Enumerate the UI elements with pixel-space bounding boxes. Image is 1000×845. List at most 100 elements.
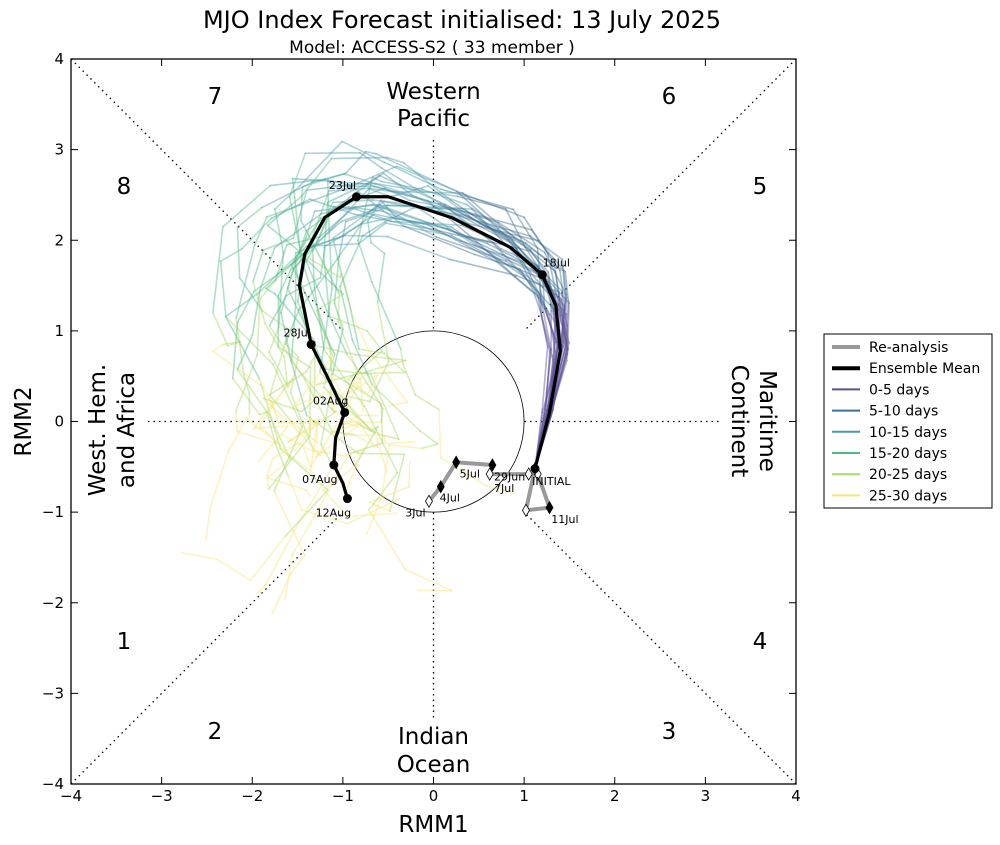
ensemble-member-segment (530, 229, 561, 272)
ensemble-mean-date-marker (329, 460, 339, 470)
ensemble-member-segment (322, 246, 326, 257)
ensemble-member-segment (437, 203, 511, 244)
ensemble-mean-date-marker (306, 339, 316, 349)
ensemble-member-segment (266, 476, 307, 491)
ensemble-member-segment (383, 161, 442, 191)
ensemble-member-segment (235, 243, 256, 320)
ensemble-member-segment (265, 246, 311, 290)
ensemble-member-segment (538, 296, 557, 324)
ensemble-member-segment (219, 260, 227, 318)
ensemble-member-segment (240, 184, 272, 212)
ensemble-member-segment (292, 189, 308, 239)
ensemble-member-segment (264, 322, 286, 358)
ensemble-member-segment (515, 274, 560, 293)
ensemble-member-segment (403, 162, 452, 202)
ensemble-member-segment (529, 281, 557, 313)
ensemble-member-segment (205, 506, 212, 541)
ensemble-member-segment (539, 290, 556, 344)
ensemble-member-segment (315, 373, 334, 386)
ensemble-member-segment (458, 191, 525, 219)
ensemble-member-segment (456, 195, 507, 210)
ensemble-member-segment (277, 251, 285, 329)
x-tick-label: 1 (519, 787, 529, 805)
ensemble-member-segment (345, 150, 367, 174)
ensemble-member-segment (300, 509, 349, 525)
ensemble-member-segment (560, 298, 569, 327)
ensemble-member-segment (367, 220, 372, 244)
ensemble-member-segment (548, 313, 557, 357)
ensemble-member-segment (529, 250, 550, 273)
ensemble-mean-date-label: 18Jul (543, 257, 570, 270)
ensemble-member-segment (236, 368, 268, 413)
ensemble-member-segment (263, 530, 296, 588)
ensemble-member-segment (546, 346, 558, 411)
ensemble-member-segment (461, 192, 515, 239)
ensemble-member-segment (269, 178, 326, 187)
ensemble-mean-date-label: 12Aug (316, 507, 351, 520)
legend-box (823, 333, 993, 509)
ensemble-member-segment (541, 346, 549, 410)
ensemble-member-segment (444, 203, 514, 242)
ensemble-member-segment (376, 301, 390, 363)
ensemble-member-segment (338, 420, 383, 424)
ensemble-mean-date-marker (340, 407, 350, 417)
ensemble-member-segment (294, 235, 344, 254)
ensemble-member-segment (386, 156, 405, 164)
ensemble-member-segment (328, 315, 369, 332)
ensemble-member-segment (320, 383, 333, 446)
ensemble-member-segment (384, 222, 453, 237)
ensemble-member-segment (337, 320, 359, 375)
y-tick-label: 3 (54, 141, 64, 159)
ensemble-member-segment (536, 247, 542, 293)
ensemble-member-segment (465, 203, 521, 242)
ensemble-member-segment (558, 299, 568, 344)
ensemble-member-segment (265, 287, 276, 295)
region-left-line2: and Africa (114, 372, 140, 488)
ensemble-member-segment (331, 373, 344, 398)
legend-label: 0-5 days (869, 382, 929, 398)
ensemble-member-segment (529, 274, 550, 316)
ensemble-member-segment (416, 589, 453, 592)
reanalysis-marker (425, 494, 433, 509)
ensemble-member-segment (385, 206, 469, 238)
ensemble-member-segment (421, 226, 494, 244)
ensemble-member-segment (268, 351, 289, 388)
ensemble-member-segment (287, 418, 322, 444)
ensemble-member-segment (554, 266, 561, 302)
ensemble-member-segment (330, 414, 360, 435)
ensemble-member-segment (327, 312, 348, 355)
ensemble-member-segment (273, 490, 306, 556)
reanalysis-date-label: 5Jul (460, 468, 480, 481)
ensemble-member-segment (284, 343, 300, 358)
ensemble-member-segment (485, 485, 516, 494)
legend-label: 25-30 days (869, 488, 947, 504)
ensemble-member-segment (349, 165, 398, 188)
ensemble-member-segment (284, 489, 329, 538)
ensemble-member-segment (549, 359, 568, 417)
ensemble-member-segment (554, 270, 561, 299)
region-left-line1: West. Hem. (85, 364, 111, 496)
ensemble-member-segment (555, 293, 570, 344)
ensemble-member-segment (268, 370, 308, 396)
ensemble-members (181, 140, 570, 615)
ensemble-member-segment (547, 345, 559, 413)
ensemble-member-segment (383, 200, 405, 207)
ensemble-member-segment (328, 231, 333, 289)
ensemble-member-segment (450, 225, 501, 261)
ensemble-member-segment (277, 237, 307, 297)
ensemble-member-segment (519, 239, 565, 272)
ensemble-member-segment (216, 558, 252, 582)
ensemble-member-segment (421, 188, 467, 206)
reanalysis-marker (521, 503, 530, 518)
ensemble-member-segment (347, 298, 360, 351)
ensemble-member-segment (273, 426, 304, 492)
ensemble-member-segment (371, 383, 422, 433)
ensemble-member-segment (356, 422, 377, 435)
x-tick-label: −4 (60, 787, 82, 805)
ensemble-member-segment (366, 330, 384, 352)
region-labels: Western Pacific Indian Ocean West. Hem. … (85, 79, 780, 778)
chart-subtitle: Model: ACCESS-S2 ( 33 member ) (289, 38, 575, 58)
reanalysis-date-label: 11Jul (551, 513, 578, 526)
ensemble-member-segment (364, 150, 377, 155)
phase-number-6: 6 (662, 84, 677, 110)
